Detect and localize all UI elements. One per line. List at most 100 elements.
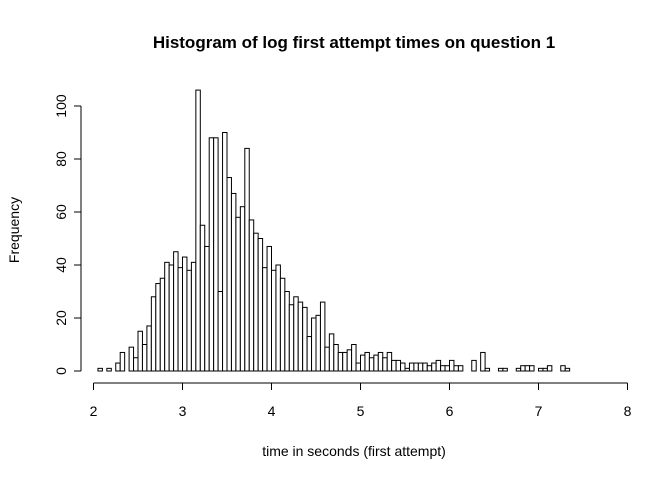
histogram-bar	[306, 336, 313, 372]
histogram-bar	[484, 367, 491, 372]
histogram-bar	[284, 291, 290, 372]
histogram-bar	[391, 359, 397, 372]
histogram-bar	[364, 351, 370, 372]
histogram-bar	[413, 362, 419, 372]
x-tick-label: 3	[179, 403, 187, 419]
histogram-bar	[257, 238, 264, 372]
histogram-bar	[208, 137, 215, 372]
histogram-bar	[222, 132, 228, 372]
histogram-bar	[150, 296, 157, 372]
histogram-bar	[457, 365, 464, 372]
x-tick-label: 7	[535, 403, 543, 419]
histogram-bar	[408, 362, 415, 372]
x-axis: 2 3 4 5 6 7 8	[90, 382, 632, 419]
histogram-bar	[386, 351, 393, 372]
histogram-bar	[293, 296, 299, 372]
histogram-bar	[319, 301, 326, 372]
x-tick-label: 5	[357, 403, 365, 419]
histogram-bar	[253, 232, 259, 372]
histogram-bar	[520, 365, 526, 372]
histogram-bar	[159, 277, 166, 372]
y-tick-label: 0	[53, 367, 69, 375]
histogram-bar	[449, 359, 455, 372]
histogram-bar	[355, 362, 361, 372]
histogram-bar	[275, 264, 281, 372]
histogram-bar	[106, 367, 112, 372]
y-tick-label: 40	[53, 257, 69, 273]
histogram-bar	[422, 362, 428, 372]
histogram-bar	[128, 346, 135, 372]
x-tick-label: 2	[90, 403, 98, 419]
histogram-bar	[311, 317, 317, 372]
histogram-bar	[195, 89, 201, 372]
histogram-bar	[271, 269, 277, 372]
x-tick-label: 6	[446, 403, 454, 419]
histogram-bar	[373, 354, 379, 372]
histogram-bar	[115, 362, 121, 372]
histogram-bar	[368, 357, 375, 372]
histogram-bar	[400, 362, 406, 372]
histogram-bar	[417, 362, 424, 372]
histogram-bar	[480, 351, 486, 372]
histogram-bar	[435, 359, 442, 372]
histogram-bar	[302, 306, 308, 372]
histogram-bar	[119, 351, 126, 372]
histogram-bar	[546, 365, 553, 372]
histogram-bar	[146, 325, 152, 372]
histogram-bar	[515, 367, 522, 372]
histogram-bar	[471, 359, 477, 372]
histogram-bar	[173, 251, 179, 372]
histogram-bar	[239, 206, 246, 372]
histogram-bar	[529, 365, 535, 372]
histogram-bar	[542, 367, 548, 372]
histogram-bar	[213, 137, 219, 372]
x-axis-label: time in seconds (first attempt)	[262, 443, 446, 459]
histogram-bar	[497, 367, 504, 372]
histogram-bar	[177, 267, 184, 372]
histogram-bar	[244, 147, 250, 372]
histogram-bar	[382, 357, 388, 372]
histogram-bar	[97, 367, 103, 372]
y-axis-label: Frequency	[6, 197, 22, 263]
histogram-bar	[395, 359, 402, 372]
histogram-bar	[426, 365, 433, 372]
histogram-bar	[524, 365, 531, 372]
histogram-bar	[324, 346, 330, 372]
histogram-bar	[288, 304, 295, 372]
histogram-bar	[199, 224, 206, 372]
histogram-bar	[168, 264, 175, 372]
histogram-bar	[333, 344, 339, 372]
histogram-bar	[351, 344, 357, 372]
histogram-bar	[346, 349, 353, 372]
histogram-bar	[235, 216, 241, 372]
histogram-bar	[182, 256, 188, 372]
bars-group	[97, 89, 571, 372]
histogram-bar	[226, 177, 232, 372]
histogram-bar	[217, 291, 224, 372]
y-tick-label: 60	[53, 204, 69, 220]
histogram-bar	[266, 245, 272, 372]
histogram-bar	[164, 261, 170, 372]
histogram-bar	[444, 365, 450, 372]
histogram-bar	[337, 351, 344, 372]
histogram-bar	[342, 351, 348, 372]
histogram-bar	[377, 351, 384, 372]
histogram-bar	[315, 314, 321, 372]
histogram-bar	[133, 357, 139, 372]
histogram-bar	[453, 365, 459, 372]
histogram-bar	[328, 333, 335, 372]
histogram-bar	[190, 261, 197, 372]
histogram-bar	[204, 245, 210, 372]
histogram-bar	[360, 354, 366, 372]
histogram-bar	[564, 367, 571, 372]
histogram-bar	[431, 362, 437, 372]
y-tick-label: 100	[53, 94, 69, 118]
histogram-bar	[279, 277, 286, 372]
histogram-bar	[440, 365, 446, 372]
histogram-bar	[502, 367, 508, 372]
histogram-bar	[141, 344, 148, 372]
y-tick-label: 80	[53, 151, 69, 167]
x-tick-label: 4	[268, 403, 276, 419]
